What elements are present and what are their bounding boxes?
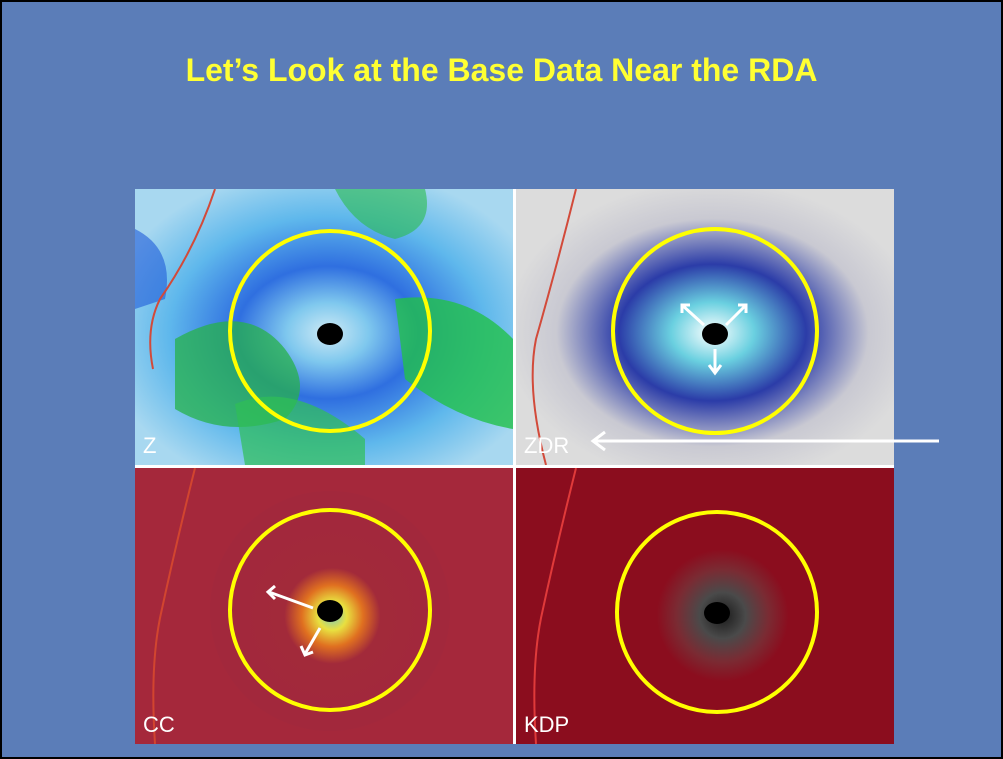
reflectivity-image [135,189,513,465]
slide-title: Let’s Look at the Base Data Near the RDA [185,52,818,88]
radar-panel-kdp: KDP [516,468,894,744]
arrow-icons [680,303,748,376]
arrow-icons [265,584,322,657]
differential-reflectivity-image [516,189,894,465]
panel-label-z: Z [143,433,157,458]
specific-differential-phase-image [516,468,894,744]
correlation-coefficient-image [135,468,513,744]
panel-label-cc: CC [143,712,175,737]
panel-label-zdr: ZDR [524,433,570,458]
radar-panel-z: Z [135,189,513,465]
pointer-arrow-icon [590,430,939,452]
radar-panel-zdr: ZDR [516,189,894,465]
radar-panel-cc: CC [135,468,513,744]
radar-panel-grid: Z [135,189,894,744]
panel-label-kdp: KDP [524,712,570,737]
